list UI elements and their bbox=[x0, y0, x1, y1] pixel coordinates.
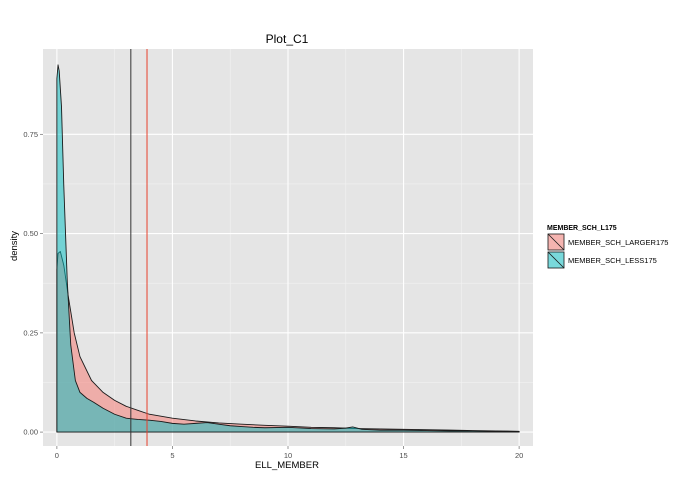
legend: MEMBER_SCH_L175 MEMBER_SCH_LARGER175MEMB… bbox=[546, 225, 668, 270]
reference-lines bbox=[130, 49, 148, 446]
density-area-less175 bbox=[56, 64, 520, 433]
legend-key-slash bbox=[547, 251, 565, 269]
x-axis-ticks: 0 5 10 15 20 bbox=[55, 446, 523, 460]
x-tick-label: 20 bbox=[515, 451, 523, 460]
density-areas bbox=[56, 64, 520, 433]
legend-title: MEMBER_SCH_L175 bbox=[547, 225, 617, 232]
x-axis-title: ELL_MEMBER bbox=[255, 460, 319, 471]
legend-label: MEMBER_SCH_LESS175 bbox=[568, 256, 657, 265]
legend-key-slash bbox=[547, 233, 565, 251]
y-tick-label: 0.50 bbox=[23, 229, 38, 238]
y-tick-label: 0.25 bbox=[23, 328, 38, 337]
y-axis-title: density bbox=[9, 231, 20, 261]
y-axis-ticks: 0.00 0.25 0.50 0.75 bbox=[23, 130, 43, 437]
x-tick-label: 15 bbox=[399, 451, 407, 460]
x-tick-label: 5 bbox=[170, 451, 174, 460]
x-tick-label: 0 bbox=[55, 451, 59, 460]
y-tick-label: 0.00 bbox=[23, 428, 38, 437]
legend-label: MEMBER_SCH_LARGER175 bbox=[568, 238, 668, 247]
y-tick-label: 0.75 bbox=[23, 130, 38, 139]
chart-title: Plot_C1 bbox=[266, 32, 309, 46]
legend-items: MEMBER_SCH_LARGER175 MEMBER_SCH_LESS175 bbox=[546, 232, 668, 270]
x-tick-label: 10 bbox=[284, 451, 292, 460]
